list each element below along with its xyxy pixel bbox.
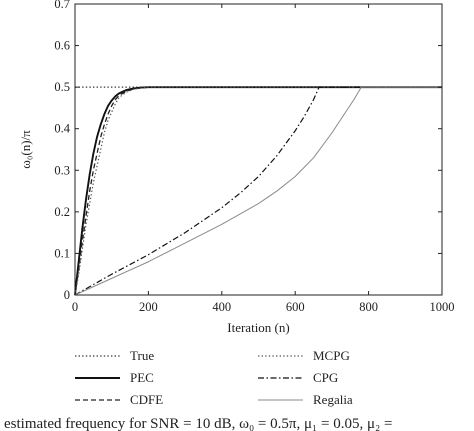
x-tick-label: 400: [212, 300, 231, 314]
figure-caption: estimated frequency for SNR = 10 dB, ω₀ …: [4, 416, 392, 431]
x-tick-label: 200: [139, 300, 158, 314]
x-tick-label: 600: [286, 300, 305, 314]
series-line-mcpg: [74, 86, 442, 296]
y-tick-label: 0.4: [54, 122, 70, 136]
y-tick-label: 0.7: [54, 0, 70, 11]
legend-label-cdfe: CDFE: [130, 392, 163, 407]
x-axis-title: Iteration (n): [227, 320, 289, 335]
series-line-cpg: [74, 86, 442, 296]
legend-label-cpg: CPG: [313, 370, 338, 385]
y-tick-label: 0.5: [54, 80, 70, 94]
y-tick-label: 0.6: [54, 39, 70, 53]
y-tick-label: 0.3: [54, 163, 70, 177]
legend: True MCPG PEC CPG CDFE Regalia: [75, 348, 353, 407]
y-tick-label: 0: [64, 288, 70, 302]
x-tick-label: 1000: [430, 300, 455, 314]
y-axis-title: ω₀(n)/π: [18, 130, 33, 169]
x-tick-label: 800: [359, 300, 378, 314]
legend-label-true: True: [130, 348, 154, 363]
legend-label-pec: PEC: [130, 370, 154, 385]
series-layer: [74, 86, 442, 296]
legend-label-regalia: Regalia: [313, 392, 353, 407]
series-line-regalia: [74, 86, 442, 296]
plot-border: [74, 3, 443, 296]
plot-frame: [74, 3, 443, 296]
x-tick-label: 0: [72, 300, 78, 314]
tick-layer: 0 200 400 600 800 1000 0 0.1 0.2 0.3 0.4 0.5 0.6 0.7: [54, 0, 454, 314]
y-tick-label: 0.1: [54, 246, 70, 260]
y-tick-label: 0.2: [54, 205, 70, 219]
legend-label-mcpg: MCPG: [313, 348, 350, 363]
